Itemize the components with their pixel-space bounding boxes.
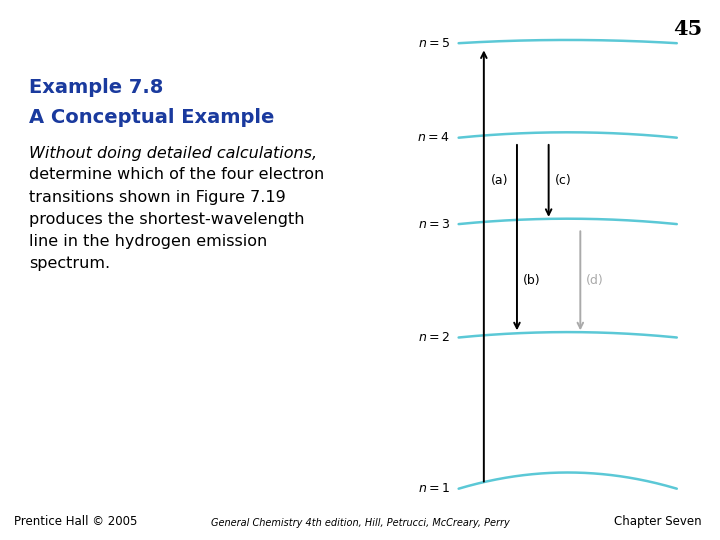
Text: (b): (b) bbox=[523, 274, 540, 287]
Text: Prentice Hall © 2005: Prentice Hall © 2005 bbox=[14, 515, 138, 528]
Text: (d): (d) bbox=[586, 274, 604, 287]
Text: Chapter Seven: Chapter Seven bbox=[614, 515, 702, 528]
Text: determine which of the four electron
transitions shown in Figure 7.19
produces t: determine which of the four electron tra… bbox=[29, 167, 324, 271]
Text: (c): (c) bbox=[554, 174, 571, 187]
Text: $n = 4$: $n = 4$ bbox=[418, 131, 450, 144]
Text: $n = 1$: $n = 1$ bbox=[418, 482, 450, 495]
Text: Without doing detailed calculations,: Without doing detailed calculations, bbox=[29, 146, 317, 161]
Text: 45: 45 bbox=[672, 19, 702, 39]
Text: General Chemistry 4th edition, Hill, Petrucci, McCreary, Perry: General Chemistry 4th edition, Hill, Pet… bbox=[211, 518, 509, 528]
Text: Example 7.8: Example 7.8 bbox=[29, 78, 163, 97]
Text: $n = 3$: $n = 3$ bbox=[418, 218, 450, 231]
Text: A Conceptual Example: A Conceptual Example bbox=[29, 108, 274, 127]
Text: $n = 2$: $n = 2$ bbox=[418, 331, 450, 344]
Text: $n = 5$: $n = 5$ bbox=[418, 37, 450, 50]
Text: (a): (a) bbox=[491, 174, 508, 187]
